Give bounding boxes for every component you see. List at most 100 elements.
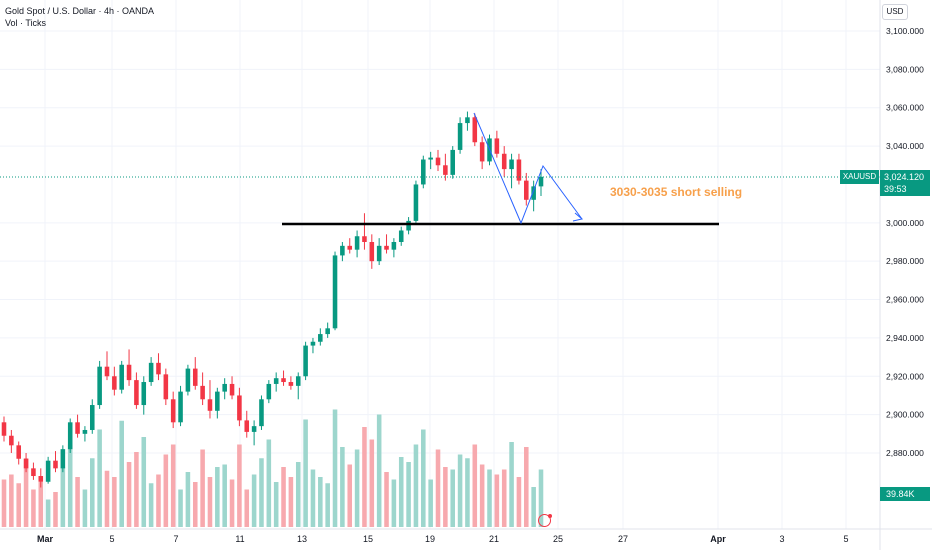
price-tick-label: 3,100.000	[886, 26, 924, 36]
candle-body	[435, 157, 441, 166]
volume-bar	[450, 469, 456, 527]
volume-bar	[126, 462, 132, 527]
candle-body	[457, 123, 463, 150]
volume-bar	[207, 477, 213, 527]
projection-arrow[interactable]	[473, 112, 583, 225]
volume-bar	[60, 467, 66, 527]
price-tick-label: 2,920.000	[886, 371, 924, 381]
price-tick-label: 2,900.000	[886, 410, 924, 420]
volume-bar	[31, 489, 36, 527]
candle-body	[222, 383, 227, 392]
candle-body	[524, 180, 529, 200]
price-tick-label: 2,880.000	[886, 448, 924, 458]
volume-bar	[303, 419, 308, 527]
last-price-value: 3,024.120	[884, 172, 925, 182]
candle-body	[538, 176, 544, 187]
candle-body	[200, 385, 205, 400]
volume-bar	[318, 477, 323, 527]
notification-dot-icon	[548, 514, 552, 518]
candle-body	[89, 405, 95, 430]
candle-body	[310, 341, 316, 346]
volume-histogram	[1, 409, 544, 527]
candle-body	[141, 382, 147, 406]
candle-body	[443, 165, 448, 175]
candle-body	[148, 362, 154, 383]
volume-bar	[67, 444, 73, 527]
price-axis[interactable]: 3,100.000 3,080.000 3,060.000 3,040.000 3,00…	[886, 26, 924, 458]
time-tick-label: Mar	[37, 534, 54, 544]
candle-body	[531, 186, 536, 200]
volume-bar	[200, 449, 205, 527]
volume-bar	[398, 457, 404, 527]
candle-body	[509, 159, 514, 170]
volume-bar	[185, 472, 191, 527]
volume-bar	[23, 458, 29, 527]
volume-bar	[215, 467, 220, 527]
volume-bar	[97, 429, 102, 527]
volume-bar	[325, 483, 330, 527]
candle-body	[340, 245, 345, 256]
volume-bar	[465, 458, 470, 527]
symbol-legend[interactable]: Gold Spot / U.S. Dollar · 4h · OANDA Vol…	[5, 5, 154, 29]
candle-body	[494, 138, 500, 154]
volume-bar	[281, 467, 286, 527]
candle-body	[325, 328, 330, 335]
candle-body	[479, 142, 485, 162]
candle-body	[369, 242, 375, 262]
candle-body	[82, 429, 88, 434]
last-price-badge: 3,024.120 39:53	[880, 170, 930, 196]
candle-body	[60, 449, 66, 469]
bar-countdown: 39:53	[884, 184, 907, 194]
candle-body	[362, 236, 367, 242]
time-tick-label: Apr	[710, 534, 726, 544]
volume-bar	[288, 477, 294, 527]
candle-body	[273, 378, 279, 384]
volume-bar	[16, 483, 21, 527]
trade-annotation-text[interactable]: 3030-3035 short selling	[610, 185, 743, 199]
candle-body	[170, 399, 176, 423]
candle-body	[23, 458, 29, 469]
volume-bar	[457, 454, 463, 527]
volume-bar	[413, 444, 419, 527]
volume-bar	[443, 467, 448, 527]
candle-body	[1, 422, 7, 436]
time-tick-label: 3	[779, 534, 784, 544]
candle-body	[9, 435, 14, 446]
volume-bar	[472, 444, 478, 527]
candle-body	[516, 159, 522, 181]
volume-bar	[266, 439, 272, 527]
candle-body	[97, 366, 102, 406]
volume-bar	[524, 447, 529, 527]
legend-title: Gold Spot / U.S. Dollar · 4h · OANDA	[5, 6, 155, 16]
volume-bar	[531, 487, 536, 527]
candle-body	[244, 420, 250, 432]
time-axis[interactable]: Mar 5 7 11 13 15 19 21 25 27 Apr 3 5	[37, 534, 849, 544]
volume-bar	[259, 458, 264, 527]
volume-bar	[538, 469, 544, 527]
price-tick-label: 2,940.000	[886, 333, 924, 343]
candle-body	[295, 376, 301, 386]
volume-bar	[391, 479, 397, 527]
candle-body	[45, 460, 51, 482]
volume-bar	[75, 477, 80, 527]
price-tick-label: 2,960.000	[886, 295, 924, 305]
currency-selector[interactable]: USD	[882, 4, 908, 20]
volume-bar	[112, 477, 117, 527]
candle-body	[266, 383, 272, 400]
candle-body	[31, 468, 36, 477]
volume-bar	[237, 444, 242, 527]
volume-bar	[178, 489, 183, 527]
candle-body	[428, 157, 433, 160]
candle-body	[75, 422, 80, 434]
price-tick-label: 2,980.000	[886, 256, 924, 266]
volume-bar	[38, 482, 44, 527]
volume-bar	[362, 427, 367, 527]
volume-bar	[134, 452, 139, 527]
candle-body	[384, 245, 389, 250]
replay-icon[interactable]	[538, 514, 551, 527]
candle-body	[281, 378, 286, 383]
volume-bar	[244, 489, 250, 527]
candle-body	[398, 230, 404, 242]
volume-bar	[369, 439, 375, 527]
